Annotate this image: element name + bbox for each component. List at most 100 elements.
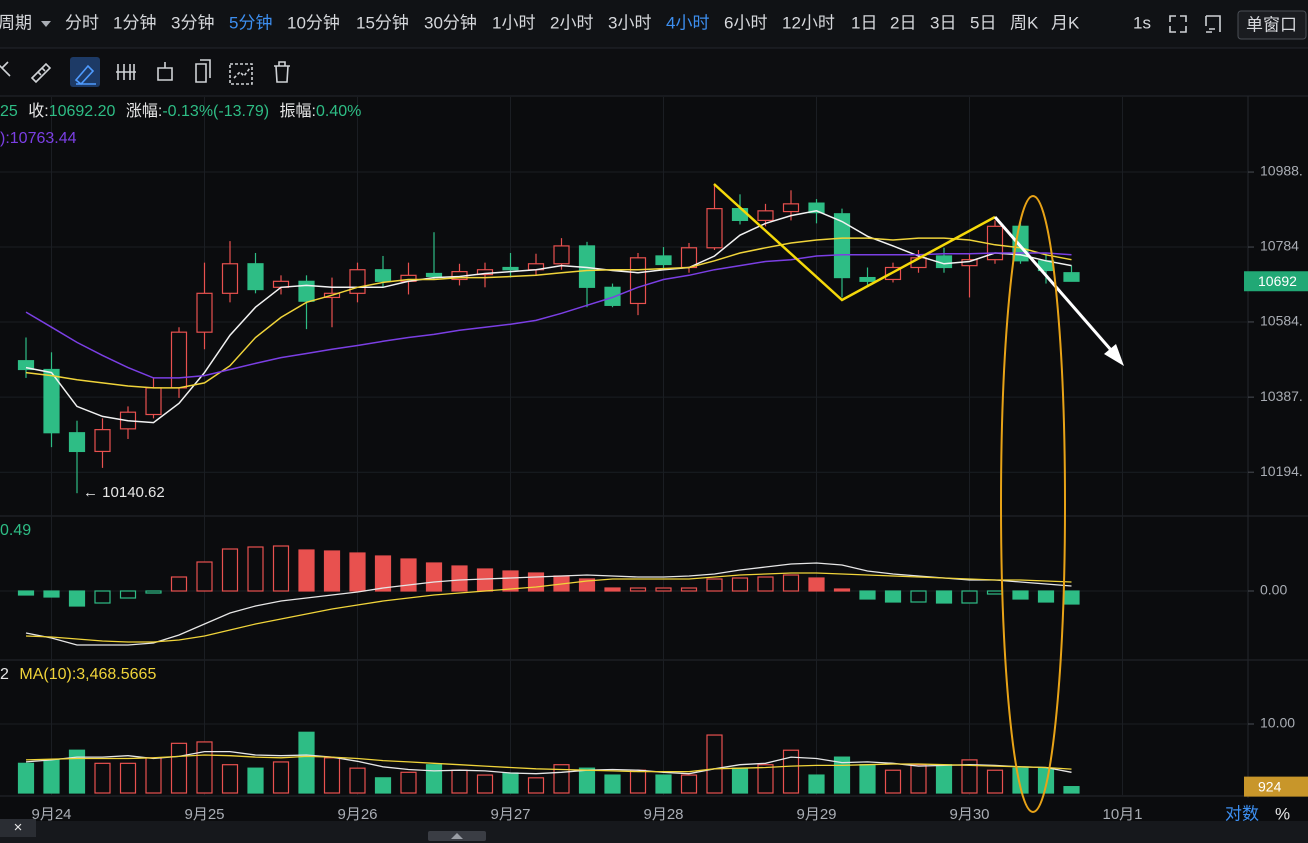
interval[interactable]: 3小时 xyxy=(608,13,651,32)
ruler-icon[interactable] xyxy=(30,62,52,84)
last-value-box xyxy=(1244,776,1308,797)
log-toggle[interactable]: 对数 xyxy=(1225,804,1259,823)
volume-bar xyxy=(451,769,468,794)
interval[interactable]: 1日 xyxy=(851,13,877,32)
interval[interactable]: 15分钟 xyxy=(356,13,409,32)
macd-bar xyxy=(655,587,672,592)
macd-bar xyxy=(400,558,417,592)
fullscreen-icon[interactable] xyxy=(1169,15,1187,33)
info-value: 25 xyxy=(0,103,18,120)
macd-bar xyxy=(476,568,494,592)
macd-bar xyxy=(247,546,264,592)
volume-bar xyxy=(247,767,264,794)
y-tick-label: 0.00 xyxy=(1260,582,1287,598)
macd-bar xyxy=(196,561,213,592)
x-tick-label: 9月30 xyxy=(949,806,989,823)
volume-bar xyxy=(476,774,494,794)
candle-body xyxy=(247,263,264,291)
scroll-arrow[interactable] xyxy=(451,833,463,839)
macd-bar xyxy=(451,565,468,592)
popout-icon[interactable] xyxy=(1205,15,1221,33)
dropdown-arrow[interactable] xyxy=(41,21,51,27)
macd-bar xyxy=(935,590,953,604)
plot-area: 9月24 9月25 9月26 9月27 9月28 9月29 9月30 10月1 10988. 10… xyxy=(0,96,1308,823)
tools-bg xyxy=(0,48,1308,96)
macd-bar xyxy=(527,572,545,592)
interval[interactable]: 2日 xyxy=(890,13,916,32)
ma-label: ):10763.44 xyxy=(0,130,77,147)
interval-active[interactable]: 4小时 xyxy=(666,13,709,32)
volume-bar xyxy=(808,774,825,794)
info-label: 收: xyxy=(28,102,48,120)
interval[interactable]: 3日 xyxy=(930,13,956,32)
candle-body xyxy=(374,269,392,282)
lock-icon[interactable] xyxy=(157,62,173,81)
volume-bar xyxy=(119,762,137,794)
interval-active[interactable]: 5分钟 xyxy=(229,13,272,32)
ma-line xyxy=(25,210,1072,424)
last-value-label: 10692 xyxy=(1258,273,1297,289)
delete-icon[interactable] xyxy=(274,61,290,83)
period-button[interactable]: 周期 xyxy=(0,13,32,32)
interval[interactable]: 1小时 xyxy=(492,13,535,32)
interval[interactable]: 3分钟 xyxy=(171,13,214,32)
tab[interactable] xyxy=(0,819,36,837)
interval[interactable]: 12小时 xyxy=(782,13,835,32)
macd-bar xyxy=(170,576,188,592)
zigzag-annotation xyxy=(713,183,996,302)
highlight-ellipse xyxy=(1000,195,1066,813)
volume-label: 2 MA(10):3,468.5665 xyxy=(0,666,156,683)
percent-toggle[interactable]: % xyxy=(1275,804,1290,823)
volume-value: 2 xyxy=(0,666,9,683)
candle-body xyxy=(706,208,723,249)
tool-active-bg[interactable] xyxy=(70,57,100,87)
window-button[interactable] xyxy=(1237,10,1307,40)
interval[interactable]: 分时 xyxy=(65,13,99,32)
layers-icon[interactable] xyxy=(195,59,211,83)
interval[interactable]: 月K xyxy=(1051,13,1080,32)
volume-bar xyxy=(655,774,672,794)
macd-label: 0.49 xyxy=(0,522,31,539)
window-label[interactable]: 单窗口 xyxy=(1246,15,1297,34)
interval[interactable]: 6小时 xyxy=(724,13,767,32)
interval[interactable]: 5日 xyxy=(970,13,996,32)
ma-line xyxy=(25,252,1072,379)
interval[interactable]: 1分钟 xyxy=(113,13,156,32)
y-tick-label: 10784 xyxy=(1260,238,1299,254)
macd-line xyxy=(25,562,1072,646)
macd-bar xyxy=(425,562,443,592)
volume-bar xyxy=(349,767,366,794)
volume-bar xyxy=(986,769,1004,794)
volume-bar xyxy=(323,757,341,794)
volume-bar xyxy=(731,767,749,794)
candle-body xyxy=(94,429,111,453)
info-value: 0.40% xyxy=(316,103,361,120)
price-info: 25 收:10692.20 涨幅:-0.13%(-13.79) 振幅:0.40% xyxy=(0,102,361,120)
candle-body xyxy=(1063,272,1080,282)
macd-bar xyxy=(833,588,851,592)
speed-button[interactable]: 1s xyxy=(1133,13,1151,32)
candle-body xyxy=(221,263,239,294)
macd-bar xyxy=(145,590,162,594)
interval[interactable]: 2小时 xyxy=(550,13,593,32)
tool-icon[interactable] xyxy=(0,61,11,77)
candle-tool-icon[interactable] xyxy=(116,64,136,80)
macd-bar xyxy=(859,590,876,600)
volume-bar xyxy=(170,742,188,794)
y-tick-label: 10194. xyxy=(1260,463,1303,479)
candle-body xyxy=(68,432,86,453)
template-icon[interactable] xyxy=(229,63,253,85)
pen-icon[interactable] xyxy=(74,64,96,86)
interval[interactable]: 30分钟 xyxy=(424,13,477,32)
candle-body xyxy=(170,331,188,389)
interval-bar: 周期 分时 1分钟 3分钟 5分钟 10分钟 15分钟 30分钟 1小时 2小时… xyxy=(0,10,1307,40)
last-value-box xyxy=(1244,271,1308,292)
close-tab[interactable]: × xyxy=(14,819,23,836)
macd-bar xyxy=(298,549,315,592)
volume-bar xyxy=(374,777,392,794)
interval[interactable]: 10分钟 xyxy=(287,13,340,32)
info-value: 10692.20 xyxy=(49,103,116,120)
drawing-tools xyxy=(0,57,290,87)
interval[interactable]: 周K xyxy=(1010,13,1039,32)
